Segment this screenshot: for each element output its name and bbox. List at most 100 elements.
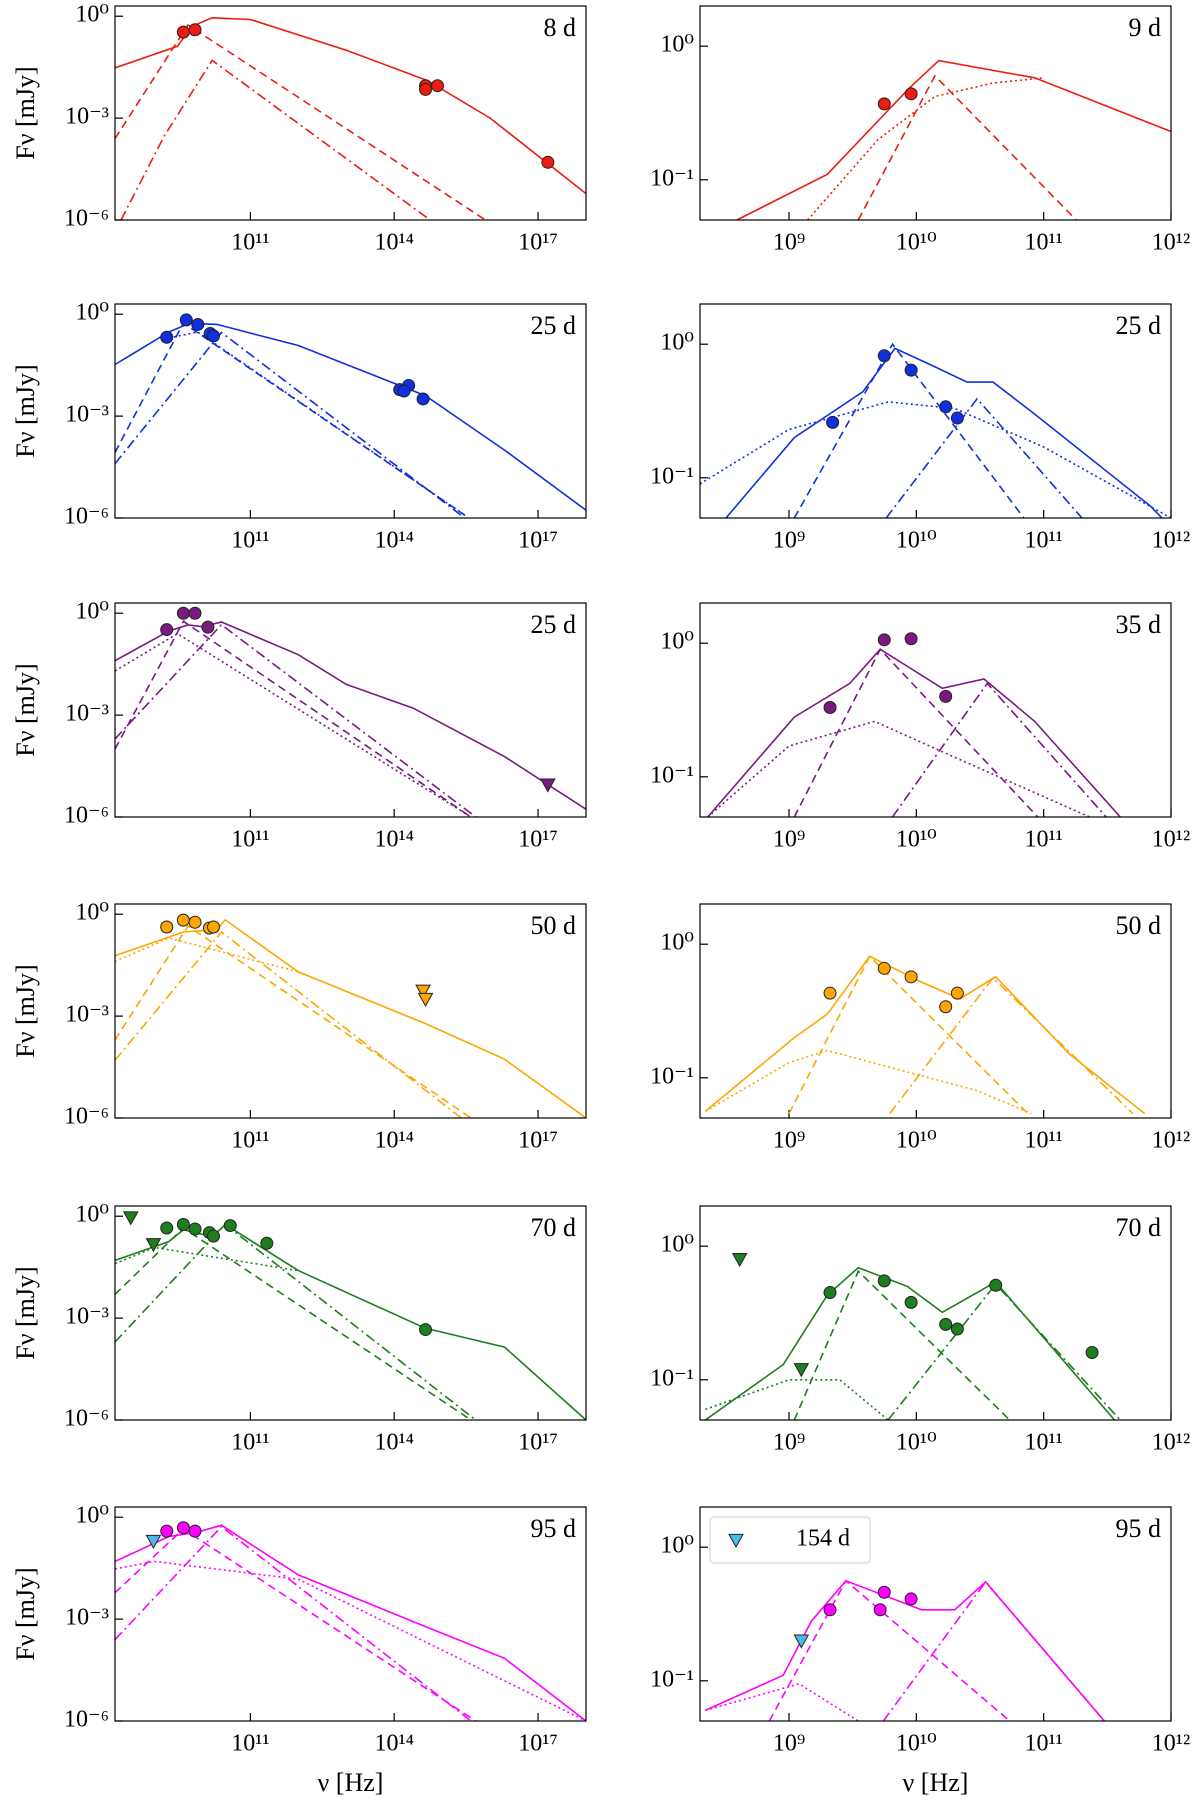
model-line <box>806 77 1044 220</box>
y-tick-label: 10⁰ <box>75 900 109 926</box>
y-tick-label: 10⁻¹ <box>650 1666 694 1692</box>
model-line <box>115 1524 586 1721</box>
x-tick-label: 10¹² <box>1152 230 1190 256</box>
x-tick-label: 10⁹ <box>773 1430 805 1456</box>
y-tick-label: 10⁰ <box>75 1503 109 1529</box>
panel: 10⁹ 10¹⁰ 10¹¹ 10¹² 10⁰ 10⁻¹ 50 d <box>650 903 1190 1154</box>
panel: 10¹¹ 10¹⁴ 10¹⁷ 10⁰ 10⁻³ 10⁻⁶ Fν [mJy] 50 d <box>11 900 587 1154</box>
x-tick-label: 10¹⁴ <box>374 1430 414 1456</box>
upper-limit <box>539 778 556 793</box>
y-tick-label: 10⁻⁶ <box>64 1406 109 1432</box>
data-point <box>397 384 411 398</box>
model-line <box>115 1560 586 1721</box>
data-point <box>877 1585 891 1599</box>
data-point <box>191 317 205 331</box>
x-tick-label: 10⁹ <box>773 1731 805 1757</box>
plot-area <box>115 1211 586 1420</box>
y-tick-label: 10⁻⁶ <box>64 504 109 530</box>
x-tick-label: 10¹² <box>1152 1731 1190 1757</box>
upper-limit <box>793 1634 810 1649</box>
panel-frame <box>114 303 587 519</box>
x-tick-label: 10⁹ <box>773 827 805 853</box>
y-tick-label: 10⁰ <box>660 330 694 356</box>
y-tick-label: 10⁰ <box>660 1232 694 1258</box>
model-line <box>115 918 586 1118</box>
x-tick-label: 10⁹ <box>773 230 805 256</box>
data-point <box>188 915 202 929</box>
epoch-label: 50 d <box>1116 911 1162 940</box>
legend-marker <box>728 1533 744 1549</box>
panel-frame <box>114 602 587 818</box>
panel-frame <box>699 1506 1172 1722</box>
panel-frame <box>699 303 1172 519</box>
data-point <box>904 970 918 984</box>
x-tick-label: 10¹⁰ <box>896 528 937 554</box>
x-axis-label: ν [Hz] <box>318 1768 384 1797</box>
data-point <box>160 623 174 637</box>
y-tick-label: 10⁻⁶ <box>64 1707 109 1733</box>
data-point <box>939 400 953 414</box>
epoch-label: 50 d <box>531 911 577 940</box>
data-point <box>160 330 174 344</box>
y-tick-label: 10⁻⁶ <box>64 206 109 232</box>
data-point <box>176 913 190 927</box>
plot-area <box>707 632 1121 817</box>
panel-frame <box>699 1205 1172 1421</box>
y-axis-label: Fν [mJy] <box>11 964 40 1057</box>
x-tick-label: 10¹¹ <box>1024 827 1062 853</box>
x-tick-label: 10⁹ <box>773 528 805 554</box>
x-tick-label: 10¹² <box>1152 1128 1190 1154</box>
x-tick-label: 10¹⁰ <box>896 1128 937 1154</box>
upper-limit <box>731 1253 748 1268</box>
panel: 10¹¹ 10¹⁴ 10¹⁷ 10⁰ 10⁻³ 10⁻⁶ Fν [mJy] 8 d <box>11 2 587 256</box>
data-point <box>904 632 918 646</box>
data-point <box>431 79 445 93</box>
data-point <box>176 25 190 39</box>
x-tick-label: 10⁹ <box>773 1128 805 1154</box>
y-tick-label: 10⁻³ <box>65 104 109 130</box>
panel: 10⁹ 10¹⁰ 10¹¹ 10¹² 10⁰ 10⁻¹ 35 d <box>650 602 1190 853</box>
data-point <box>877 349 891 363</box>
data-point <box>206 329 220 343</box>
y-tick-label: 10⁻³ <box>65 1002 109 1028</box>
data-point <box>904 1295 918 1309</box>
model-line <box>793 647 1039 817</box>
data-point <box>877 1274 891 1288</box>
data-point <box>160 1221 174 1235</box>
plot-area <box>115 913 586 1118</box>
model-line <box>700 401 1171 518</box>
plot-area <box>115 313 586 516</box>
model-line <box>793 1269 1011 1420</box>
upper-limit <box>145 1238 162 1253</box>
model-line <box>115 1223 586 1420</box>
model-line <box>707 648 1121 817</box>
model-line <box>707 720 1091 817</box>
data-point <box>826 415 840 429</box>
y-tick-label: 10⁰ <box>660 629 694 655</box>
x-tick-label: 10¹² <box>1152 528 1190 554</box>
panel-frame <box>114 5 587 221</box>
data-point <box>904 1592 918 1606</box>
upper-limit <box>417 992 434 1007</box>
model-line <box>793 342 1025 518</box>
x-tick-label: 10¹⁰ <box>896 827 937 853</box>
y-axis-label: Fν [mJy] <box>11 66 40 159</box>
data-point <box>873 1603 887 1617</box>
data-point <box>823 1603 837 1617</box>
plot-area <box>736 59 1171 220</box>
plot-area <box>115 1521 586 1721</box>
data-point <box>206 920 220 934</box>
model-line <box>705 1379 889 1420</box>
x-tick-label: 10¹⁷ <box>518 827 558 853</box>
y-tick-label: 10⁻³ <box>65 701 109 727</box>
data-point <box>823 701 837 715</box>
data-point <box>419 1323 433 1337</box>
y-tick-label: 10⁰ <box>75 300 109 326</box>
y-tick-label: 10⁰ <box>75 1202 109 1228</box>
data-point <box>188 1524 202 1538</box>
x-tick-label: 10¹⁴ <box>374 1128 414 1154</box>
x-tick-label: 10¹⁴ <box>374 827 414 853</box>
panel: 10¹¹ 10¹⁴ 10¹⁷ 10⁰ 10⁻³ 10⁻⁶ Fν [mJy] 25 d <box>11 599 587 853</box>
x-tick-label: 10¹⁷ <box>518 230 558 256</box>
epoch-label: 25 d <box>531 610 577 639</box>
